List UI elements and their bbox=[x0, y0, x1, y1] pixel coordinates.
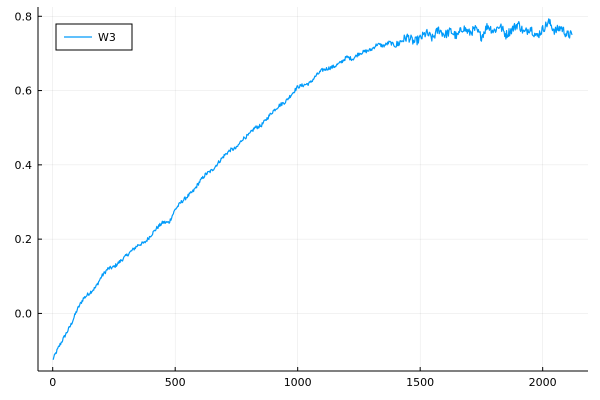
x-tick-label: 0 bbox=[49, 376, 56, 389]
grid bbox=[38, 7, 588, 371]
y-tick-label: 0.4 bbox=[15, 159, 33, 172]
y-tick-label: 0.8 bbox=[15, 10, 33, 23]
axes bbox=[37, 7, 588, 372]
y-tick-label: 0.6 bbox=[15, 85, 33, 98]
series-layer bbox=[52, 18, 573, 360]
x-tick-label: 1500 bbox=[406, 376, 434, 389]
x-tick-label: 1000 bbox=[284, 376, 312, 389]
x-tick-label: 500 bbox=[165, 376, 186, 389]
x-tick-label: 2000 bbox=[529, 376, 557, 389]
y-tick-label: 0.0 bbox=[15, 307, 33, 320]
ticks: 0 500 1000 1500 2000 0.0 0.2 0.4 0.6 0.8 bbox=[15, 10, 557, 389]
series-line-w3 bbox=[52, 18, 573, 360]
y-tick-label: 0.2 bbox=[15, 233, 33, 246]
legend: W3 bbox=[55, 23, 133, 51]
legend-label: W3 bbox=[98, 31, 116, 44]
